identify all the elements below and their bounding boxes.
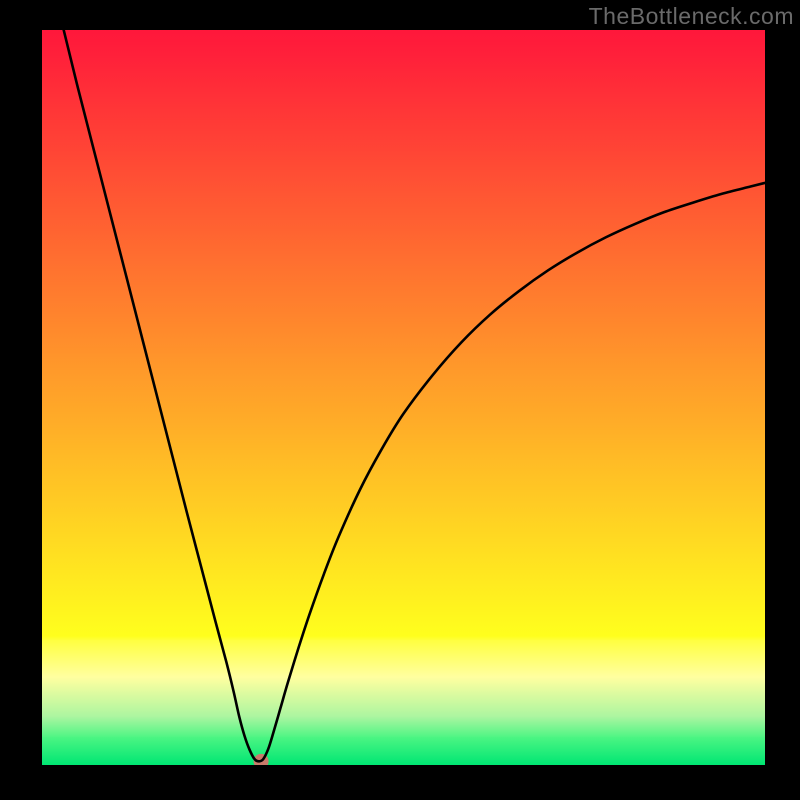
bottleneck-curve xyxy=(64,30,765,761)
watermark-text: TheBottleneck.com xyxy=(589,3,794,30)
chart-svg xyxy=(42,30,765,765)
chart-plot-area xyxy=(42,30,765,765)
